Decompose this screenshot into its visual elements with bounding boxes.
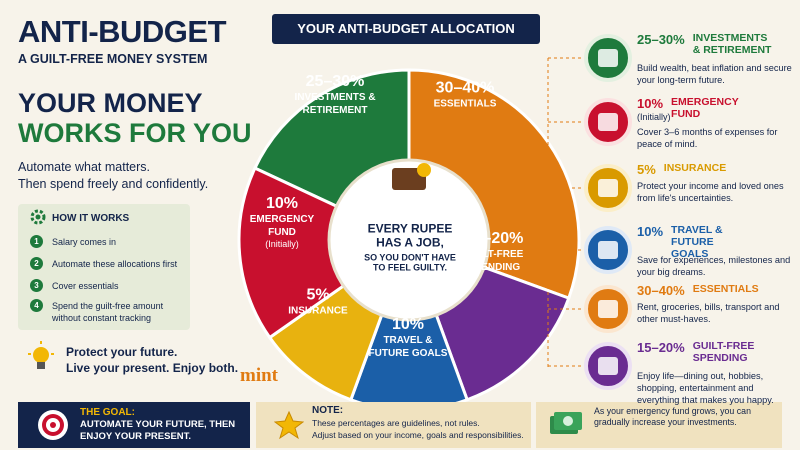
item-heading: 30–40% ESSENTIALS xyxy=(637,283,787,298)
item-percent: 5% xyxy=(637,162,656,177)
wheel-category: EMERGENCY FUND xyxy=(249,214,315,238)
money-icon xyxy=(550,412,582,434)
item-percent: 30–40% xyxy=(637,283,685,298)
icon-glyph xyxy=(598,179,618,197)
step-text: Automate these allocations first xyxy=(52,259,178,269)
item-title: INSURANCE xyxy=(663,162,727,174)
wheel-label: 10% EMERGENCY FUND (Initially) xyxy=(241,195,323,249)
item-heading: 25–30% INVESTMENTS & RETIREMENT xyxy=(637,32,787,56)
step-text: Spend the guilt-free amount without cons… xyxy=(52,301,164,323)
note-label: NOTE: xyxy=(312,405,344,416)
item-title: ESSENTIALS xyxy=(692,283,759,295)
step-text: Salary comes in xyxy=(52,237,117,247)
item-description: Protect your income and loved ones from … xyxy=(637,181,784,203)
brand: mint xyxy=(240,365,278,386)
item-description: Rent, groceries, bills, transport and ot… xyxy=(637,302,780,324)
step-number: 3 xyxy=(30,279,43,292)
item-title: GUILT-FREE SPENDING xyxy=(692,340,755,364)
step-text: Cover essentials xyxy=(52,281,119,291)
protect-line: Live your present. Enjoy both. xyxy=(66,361,239,375)
item-percent: 10% xyxy=(637,224,664,239)
gear-icon xyxy=(30,209,46,225)
how-panel xyxy=(18,204,190,330)
center-line: HAS A JOB, xyxy=(376,235,444,250)
center-line: EVERY RUPEE xyxy=(367,221,453,236)
note-line: These percentages are guidelines, not ru… xyxy=(312,418,480,428)
center-line: TO FEEL GUILTY. xyxy=(372,262,447,273)
step-number: 1 xyxy=(30,235,43,248)
wheel-percent: 15–20% xyxy=(464,230,524,247)
item-heading: 10% TRAVEL & FUTURE GOALS xyxy=(637,224,787,260)
wheel-title: YOUR ANTI-BUDGET ALLOCATION xyxy=(272,14,540,44)
item-heading: 5% INSURANCE xyxy=(637,162,787,177)
bulb-icon xyxy=(28,341,54,369)
wedge xyxy=(237,166,412,340)
target-icon xyxy=(38,410,68,440)
item-heading: 10% EMERGENCY FUND xyxy=(637,96,787,120)
how-title: HOW IT WORKS xyxy=(52,213,130,224)
goal-label: THE GOAL: xyxy=(80,407,135,418)
icon-glyph xyxy=(598,357,618,375)
item-description: Cover 3–6 months of expenses for peace o… xyxy=(637,127,778,149)
wheel-label: 30–40% ESSENTIALS xyxy=(415,80,515,111)
star-icon xyxy=(274,410,304,440)
icon-glyph xyxy=(598,113,618,131)
item-description: Save for experiences, milestones and you… xyxy=(637,255,791,277)
wheel-percent: 10% xyxy=(265,195,299,212)
tagline: Automate what matters. xyxy=(18,160,151,174)
item-percent: 25–30% xyxy=(637,32,685,47)
note-line: Adjust based on your income, goals and r… xyxy=(312,430,524,440)
item-description: Build wealth, beat inflation and secure … xyxy=(637,63,792,85)
item-percent: 15–20% xyxy=(637,340,685,355)
item-title: TRAVEL & FUTURE GOALS xyxy=(671,224,723,260)
wallet-icon xyxy=(392,168,426,190)
step-number: 2 xyxy=(30,257,43,270)
wheel-category: INSURANCE xyxy=(288,305,348,317)
wheel-label: 5% INSURANCE xyxy=(277,287,359,318)
growth-text: As your emergency fund grows, you can gr… xyxy=(594,406,751,427)
protect-line: Protect your future. xyxy=(66,345,178,359)
item-title: INVESTMENTS & RETIREMENT xyxy=(692,32,772,56)
headline: WORKS FOR YOU xyxy=(18,118,252,148)
goal-text: AUTOMATE YOUR FUTURE, THEN ENJOY YOUR PR… xyxy=(80,419,236,442)
wheel-center: EVERY RUPEE HAS A JOB, SO YOU DON'T HAVE… xyxy=(350,222,470,273)
item-title: EMERGENCY FUND xyxy=(671,96,739,120)
item-percent: 10% xyxy=(637,96,664,111)
wheel-percent: 5% xyxy=(306,286,330,304)
wheel-category: ESSENTIALS xyxy=(433,98,497,110)
note-panel xyxy=(256,402,531,448)
wheel-percent: 10% xyxy=(391,316,425,333)
item-note: (Initially) xyxy=(637,112,671,122)
wheel-note: (Initially) xyxy=(265,239,299,249)
title: ANTI-BUDGET xyxy=(18,14,227,49)
tagline: Then spend freely and confidently. xyxy=(18,177,209,191)
item-description: Enjoy life—dining out, hobbies, shopping… xyxy=(637,371,774,405)
wheel-category: INVESTMENTS & RETIREMENT xyxy=(294,92,376,116)
center-disk xyxy=(327,158,491,322)
wheel-category: GUILT-FREE SPENDING xyxy=(464,249,524,273)
wheel-category: TRAVEL & FUTURE GOALS xyxy=(368,335,448,359)
center-line: SO YOU DON'T HAVE xyxy=(364,252,456,263)
subtitle: A GUILT-FREE MONEY SYSTEM xyxy=(18,52,208,66)
wheel-percent: 25–30% xyxy=(305,73,365,90)
wheel-label: 25–30% INVESTMENTS & RETIREMENT xyxy=(294,73,376,117)
wheel-percent: 30–40% xyxy=(435,79,495,97)
coin-icon xyxy=(417,163,431,177)
wheel-label: 15–20% GUILT-FREE SPENDING xyxy=(453,230,535,274)
icon-glyph xyxy=(598,49,618,67)
wheel-label: 10% TRAVEL & FUTURE GOALS xyxy=(367,316,449,360)
headline: YOUR MONEY xyxy=(18,88,203,118)
icon-glyph xyxy=(598,300,618,318)
icon-glyph xyxy=(598,241,618,259)
item-heading: 15–20% GUILT-FREE SPENDING xyxy=(637,340,787,364)
step-number: 4 xyxy=(30,299,43,312)
